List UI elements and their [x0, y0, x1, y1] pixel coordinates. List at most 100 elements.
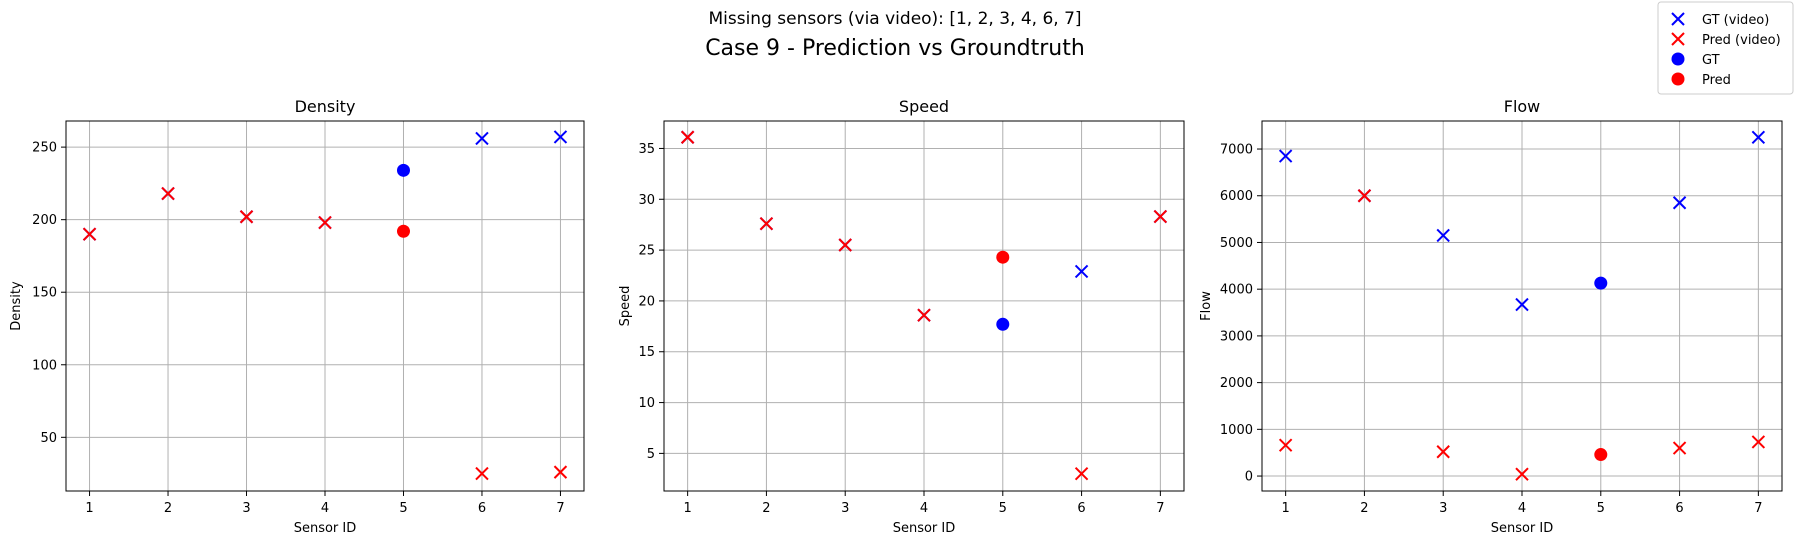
flow-point-pred-video-1-stroke-b — [1278, 438, 1293, 452]
legend-gt-label: GT — [1702, 53, 1720, 68]
flow-point-pred-video-1 — [1278, 438, 1293, 452]
density-point-pred-video-3-stroke-b — [239, 210, 254, 224]
speed-ylabel: Speed — [618, 286, 633, 327]
speed-point-pred-video-4-stroke-b — [917, 308, 931, 322]
speed-point-gt-video-6 — [1074, 264, 1089, 279]
flow-point-pred-video-7 — [1751, 435, 1766, 449]
flow-xtick-label-2: 2 — [1360, 501, 1368, 516]
flow-point-gt-5 — [1594, 276, 1608, 290]
flow-point-pred-video-7-stroke-b — [1751, 435, 1766, 449]
speed-point-pred-video-2 — [759, 216, 774, 231]
speed-ytick-label-15: 15 — [638, 345, 655, 360]
flow-point-pred-video-6 — [1672, 441, 1687, 455]
speed-ytick-label-30: 30 — [638, 193, 655, 208]
flow-xtick-label-1: 1 — [1281, 501, 1289, 516]
flow-ytick-label-3000: 3000 — [1220, 329, 1253, 344]
flow-xlabel: Sensor ID — [1491, 521, 1554, 536]
legend-gt-video-marker — [1671, 12, 1685, 26]
flow-ytick-label-0: 0 — [1245, 470, 1253, 485]
legend-frame — [1657, 1, 1794, 95]
speed-xtick-label-6: 6 — [1077, 501, 1085, 516]
density-ytick-label-250: 250 — [32, 141, 57, 156]
speed-point-pred-video-7 — [1153, 209, 1168, 224]
speed-point-pred-video-6 — [1074, 467, 1089, 481]
density-point-gt-5 — [396, 163, 410, 177]
speed-ytick-label-25: 25 — [638, 244, 655, 259]
speed-xtick-label-5: 5 — [999, 501, 1007, 516]
flow-point-gt-video-7-stroke-b — [1751, 130, 1766, 145]
density-point-pred-video-4 — [318, 215, 332, 230]
legend-pred-video-label: Pred (video) — [1702, 33, 1781, 48]
speed-xtick-label-3: 3 — [841, 501, 849, 516]
flow-ytick-label-6000: 6000 — [1220, 189, 1253, 204]
flow-point-pred-video-3 — [1436, 445, 1450, 459]
density-xtick-label-4: 4 — [321, 501, 329, 516]
speed-point-pred-video-3-stroke-b — [838, 238, 852, 252]
flow-point-pred-video-2-stroke-b — [1357, 189, 1372, 203]
speed-ytick-label-10: 10 — [638, 396, 655, 411]
flow-xtick-label-5: 5 — [1597, 501, 1605, 516]
density-xlabel: Sensor ID — [294, 521, 357, 536]
flow-ytick-label-5000: 5000 — [1220, 236, 1253, 251]
speed-xtick-label-7: 7 — [1156, 501, 1164, 516]
flow-axes-frame — [1261, 120, 1783, 492]
density-point-pred-video-6-stroke-b — [475, 466, 489, 481]
flow-ytick-label-2000: 2000 — [1220, 376, 1253, 391]
flow-point-pred-5 — [1594, 448, 1608, 462]
legend: GT (video) Pred (video) GT Pred — [1657, 1, 1794, 95]
speed-point-pred-video-2-stroke-b — [759, 216, 774, 231]
legend-pred-label: Pred — [1702, 73, 1731, 88]
speed-point-gt-5 — [996, 317, 1010, 331]
flow-point-gt-video-6 — [1672, 196, 1687, 210]
flow-xtick-label-6: 6 — [1675, 501, 1683, 516]
speed-point-pred-5 — [996, 250, 1010, 264]
density-panel: 1 2 3 4 5 6 7 50 100 150 200 250 Density Sensor ID Den… — [9, 97, 585, 536]
legend-pred-marker — [1671, 72, 1685, 86]
speed-xtick-label-2: 2 — [762, 501, 770, 516]
speed-xtick-label-1: 1 — [683, 501, 691, 516]
density-ytick-label-50: 50 — [40, 431, 57, 446]
density-point-pred-video-4-stroke-b — [318, 215, 332, 230]
figure-suptitle: Missing sensors (via video): [1, 2, 3, 4… — [708, 9, 1081, 29]
density-point-pred-5 — [396, 224, 410, 238]
density-title: Density — [295, 97, 356, 116]
flow-point-pred-video-4-stroke-b — [1515, 467, 1529, 481]
density-point-pred-video-2-stroke-b — [161, 186, 175, 201]
flow-point-gt-video-4-stroke-b — [1515, 297, 1529, 312]
figure-title: Case 9 - Prediction vs Groundtruth — [705, 36, 1085, 61]
flow-point-gt-video-7 — [1751, 130, 1766, 145]
flow-ytick-label-1000: 1000 — [1220, 423, 1253, 438]
speed-ytick-label-5: 5 — [647, 447, 655, 462]
flow-point-pred-video-4 — [1515, 467, 1529, 481]
density-point-pred-video-1 — [82, 227, 97, 241]
speed-point-pred-video-1 — [680, 130, 695, 144]
flow-point-pred-video-3-stroke-b — [1436, 445, 1450, 459]
flow-point-gt-video-1-stroke-b — [1278, 149, 1293, 163]
speed-point-pred-video-6-stroke-b — [1074, 467, 1089, 481]
density-ytick-label-200: 200 — [32, 213, 57, 228]
flow-point-gt-video-3 — [1436, 228, 1450, 243]
speed-point-pred-video-1-stroke-b — [680, 130, 695, 144]
density-axes-frame — [65, 120, 585, 492]
flow-point-gt-video-3-stroke-b — [1436, 228, 1450, 243]
density-xtick-label-1: 1 — [85, 501, 93, 516]
flow-xtick-label-3: 3 — [1439, 501, 1447, 516]
density-ytick-label-150: 150 — [32, 286, 57, 301]
density-xtick-label-2: 2 — [164, 501, 172, 516]
density-point-pred-video-6 — [475, 466, 489, 481]
flow-point-gt-video-4 — [1515, 297, 1529, 312]
density-xtick-label-6: 6 — [478, 501, 486, 516]
flow-xtick-label-7: 7 — [1754, 501, 1762, 516]
density-xtick-label-3: 3 — [242, 501, 250, 516]
legend-pred-video-marker-stroke-b — [1671, 32, 1685, 46]
legend-gt-marker — [1671, 52, 1685, 66]
speed-panel: 1 2 3 4 5 6 7 5 10 15 20 25 30 35 Speed Sensor ID Speed — [618, 97, 1185, 536]
density-point-pred-video-3 — [239, 210, 254, 224]
speed-ytick-label-35: 35 — [638, 142, 655, 157]
density-point-pred-video-7-stroke-b — [553, 465, 568, 479]
density-xtick-label-7: 7 — [556, 501, 564, 516]
legend-pred-video-marker — [1671, 32, 1685, 46]
flow-point-gt-video-6-stroke-b — [1672, 196, 1687, 210]
legend-gt-video-label: GT (video) — [1702, 13, 1769, 28]
speed-xtick-label-4: 4 — [920, 501, 928, 516]
